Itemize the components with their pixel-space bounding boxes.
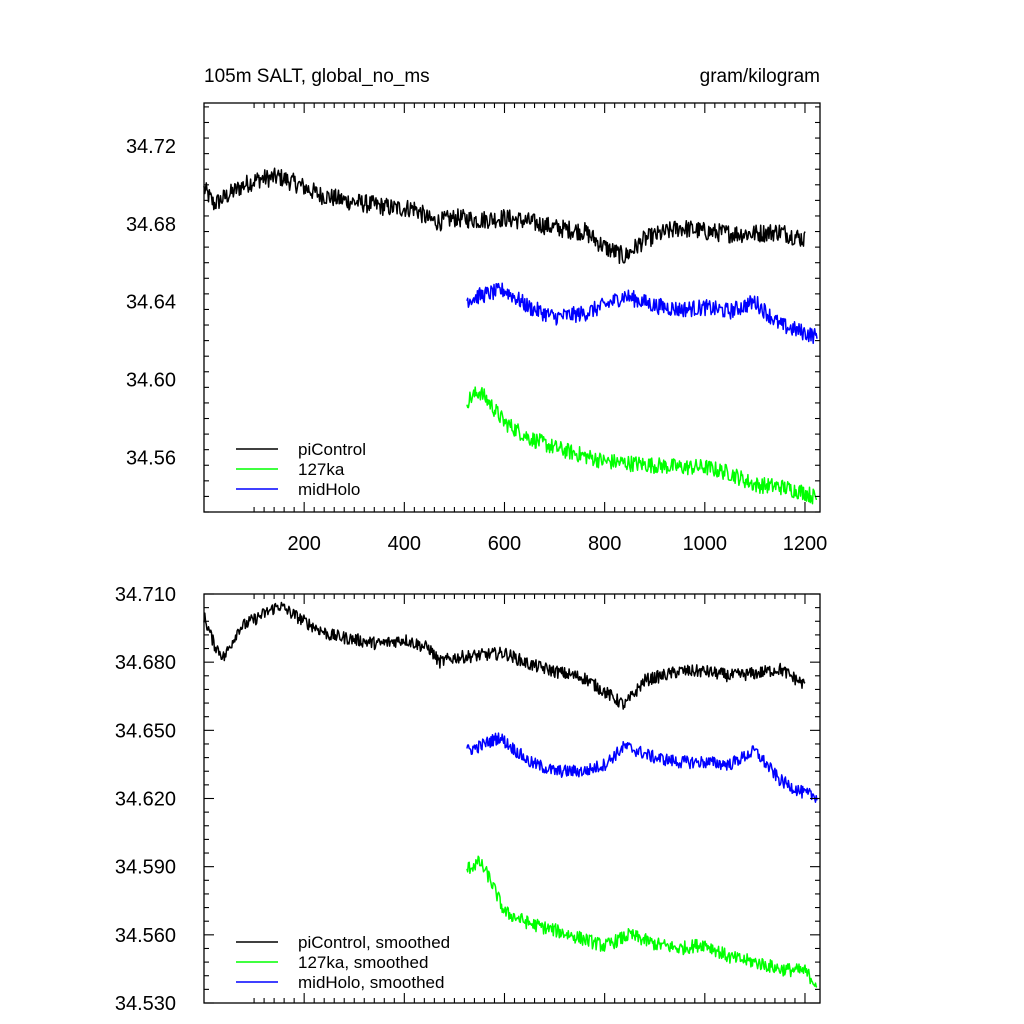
y-tick-label: 34.56 (126, 447, 176, 469)
panel-1: 200 400 600 800 1000 1200 34.56 34.60 34.64 34.68… (126, 66, 827, 555)
legend-label: 127ka (298, 460, 345, 479)
y-tick-label: 34.710 (115, 584, 176, 606)
y-tick-label: 34.560 (115, 925, 176, 947)
y-tick-label: 34.650 (115, 720, 176, 742)
panel-2: 34.530 34.560 34.590 34.620 34.650 34.680 34.7… (115, 584, 821, 1015)
y-tick-label: 34.68 (126, 214, 176, 236)
plot-frame (203, 102, 821, 513)
legend-label: midHolo (298, 480, 360, 499)
y-tick-label: 34.530 (115, 993, 176, 1015)
legend-label: piControl, smoothed (298, 933, 450, 952)
y-tick-label: 34.64 (126, 292, 176, 314)
series-line-midholo (466, 282, 818, 345)
legend-label: piControl (298, 440, 366, 459)
x-tick-label: 1000 (683, 533, 728, 555)
y-tick-label: 34.60 (126, 370, 176, 392)
series-line-127ka (466, 386, 818, 505)
legend-label: midHolo, smoothed (298, 973, 444, 992)
series-line-picontrol (203, 167, 806, 265)
series-line-127ka-smoothed (466, 855, 818, 988)
series-line-picontrol-smoothed (203, 601, 806, 710)
y-tick-label: 34.590 (115, 857, 176, 879)
x-tick-label: 600 (488, 533, 521, 555)
plot-frame (203, 593, 821, 1004)
x-tick-label: 200 (287, 533, 320, 555)
series-line-midholo-smoothed (466, 732, 818, 803)
y-tick-label: 34.680 (115, 652, 176, 674)
x-tick-label: 400 (388, 533, 421, 555)
x-tick-label: 1200 (783, 533, 828, 555)
legend-label: 127ka, smoothed (298, 953, 428, 972)
chart-title: 105m SALT, global_no_ms (204, 66, 430, 87)
y-tick-label: 34.620 (115, 789, 176, 811)
units-label: gram/kilogram (700, 66, 820, 87)
x-tick-label: 800 (588, 533, 621, 555)
y-tick-label: 34.72 (126, 136, 176, 158)
